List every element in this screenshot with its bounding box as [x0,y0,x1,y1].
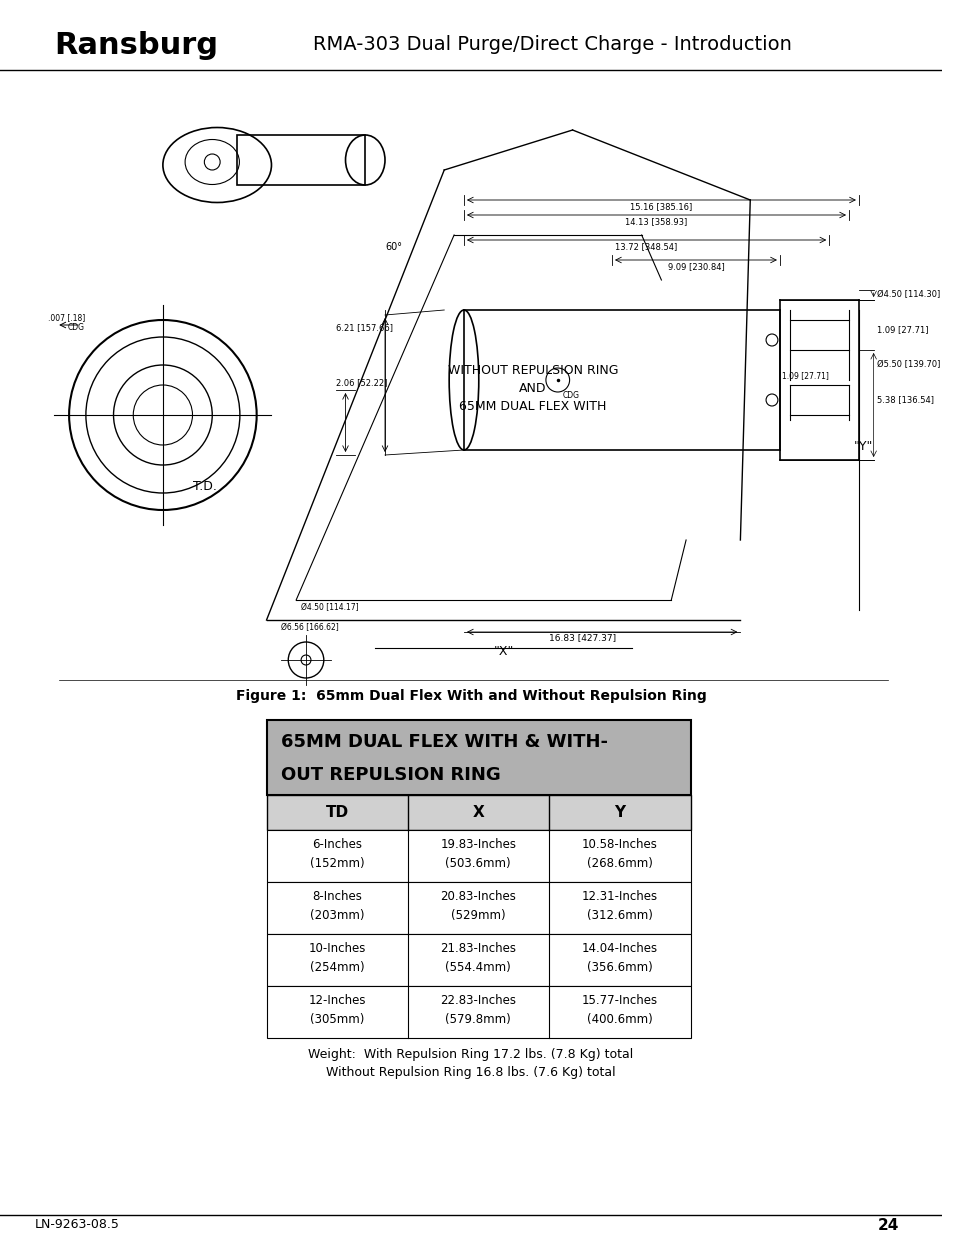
Text: CDG: CDG [68,324,85,332]
Text: Y: Y [614,805,625,820]
Bar [266,986,690,1037]
Text: (400.6mm): (400.6mm) [586,1013,652,1025]
Text: 14.13 [358.93]: 14.13 [358.93] [625,217,687,226]
Bar [266,882,690,934]
Text: 20.83-Inches: 20.83-Inches [440,890,516,904]
Text: 65MM DUAL FLEX WITH & WITH-: 65MM DUAL FLEX WITH & WITH- [281,734,608,751]
Text: (203mm): (203mm) [310,909,364,921]
Text: (312.6mm): (312.6mm) [586,909,652,921]
Text: (579.8mm): (579.8mm) [445,1013,511,1025]
Text: 65MM DUAL FLEX WITH: 65MM DUAL FLEX WITH [459,400,606,412]
Text: Ø6.56 [166.62]: Ø6.56 [166.62] [281,622,338,632]
Text: 1.09 [27.71]: 1.09 [27.71] [781,370,828,380]
Text: 1.09 [27.71]: 1.09 [27.71] [876,326,927,335]
Text: (503.6mm): (503.6mm) [445,857,511,869]
Text: 8-Inches: 8-Inches [312,890,362,904]
Text: 12-Inches: 12-Inches [308,994,366,1008]
Text: Figure 1:  65mm Dual Flex With and Without Repulsion Ring: Figure 1: 65mm Dual Flex With and Withou… [235,689,705,703]
Text: Without Repulsion Ring 16.8 lbs. (7.6 Kg) total: Without Repulsion Ring 16.8 lbs. (7.6 Kg… [326,1066,615,1079]
Text: (305mm): (305mm) [310,1013,364,1025]
Text: (356.6mm): (356.6mm) [586,961,652,973]
Bar [266,830,690,882]
Text: .007 [.18]: .007 [.18] [48,312,85,322]
Text: 13.72 [348.54]: 13.72 [348.54] [615,242,677,251]
Text: 22.83-Inches: 22.83-Inches [440,994,516,1008]
Text: 6-Inches: 6-Inches [312,839,362,851]
Bar [266,720,690,795]
Text: Ø4.50 [114.30]: Ø4.50 [114.30] [876,290,939,300]
Bar [236,135,365,185]
Bar [266,795,690,830]
Text: RMA-303 Dual Purge/Direct Charge - Introduction: RMA-303 Dual Purge/Direct Charge - Intro… [313,36,791,54]
Text: 15.16 [385.16]: 15.16 [385.16] [630,203,692,211]
Text: Ø5.50 [139.70]: Ø5.50 [139.70] [876,361,939,369]
Text: WITHOUT REPULSION RING: WITHOUT REPULSION RING [447,364,618,377]
Text: 16.83 [427.37]: 16.83 [427.37] [548,634,616,642]
Text: 10-Inches: 10-Inches [308,942,365,956]
Text: 5.38 [136.54]: 5.38 [136.54] [876,395,933,405]
Text: 60°: 60° [385,242,401,252]
Text: 12.31-Inches: 12.31-Inches [581,890,658,904]
Text: CDG: CDG [562,391,579,400]
Text: (254mm): (254mm) [310,961,364,973]
Text: "X": "X" [493,645,513,658]
Text: OUT REPULSION RING: OUT REPULSION RING [281,766,500,784]
Text: "Y": "Y" [853,440,873,453]
Text: 14.04-Inches: 14.04-Inches [581,942,658,956]
Text: 9.09 [230.84]: 9.09 [230.84] [667,262,723,270]
Text: 21.83-Inches: 21.83-Inches [440,942,516,956]
Text: 6.21 [157.66]: 6.21 [157.66] [335,324,393,332]
Text: Ø4.50 [114.17]: Ø4.50 [114.17] [301,603,358,613]
Text: LN-9263-08.5: LN-9263-08.5 [34,1219,119,1231]
Text: (268.6mm): (268.6mm) [586,857,652,869]
Text: 2.06 [52.22]: 2.06 [52.22] [335,378,387,387]
Text: (529mm): (529mm) [451,909,505,921]
Text: X: X [472,805,484,820]
Text: 24: 24 [877,1218,899,1233]
Bar [266,934,690,986]
Text: 15.77-Inches: 15.77-Inches [581,994,658,1008]
Text: 19.83-Inches: 19.83-Inches [440,839,516,851]
Text: AND: AND [518,382,546,395]
Text: (554.4mm): (554.4mm) [445,961,511,973]
Text: TD: TD [325,805,348,820]
Text: (152mm): (152mm) [310,857,364,869]
Text: Weight:  With Repulsion Ring 17.2 lbs. (7.8 Kg) total: Weight: With Repulsion Ring 17.2 lbs. (7… [308,1049,633,1061]
Text: Ransburg: Ransburg [54,31,218,59]
Text: 10.58-Inches: 10.58-Inches [581,839,658,851]
Text: T.D.: T.D. [193,480,216,493]
